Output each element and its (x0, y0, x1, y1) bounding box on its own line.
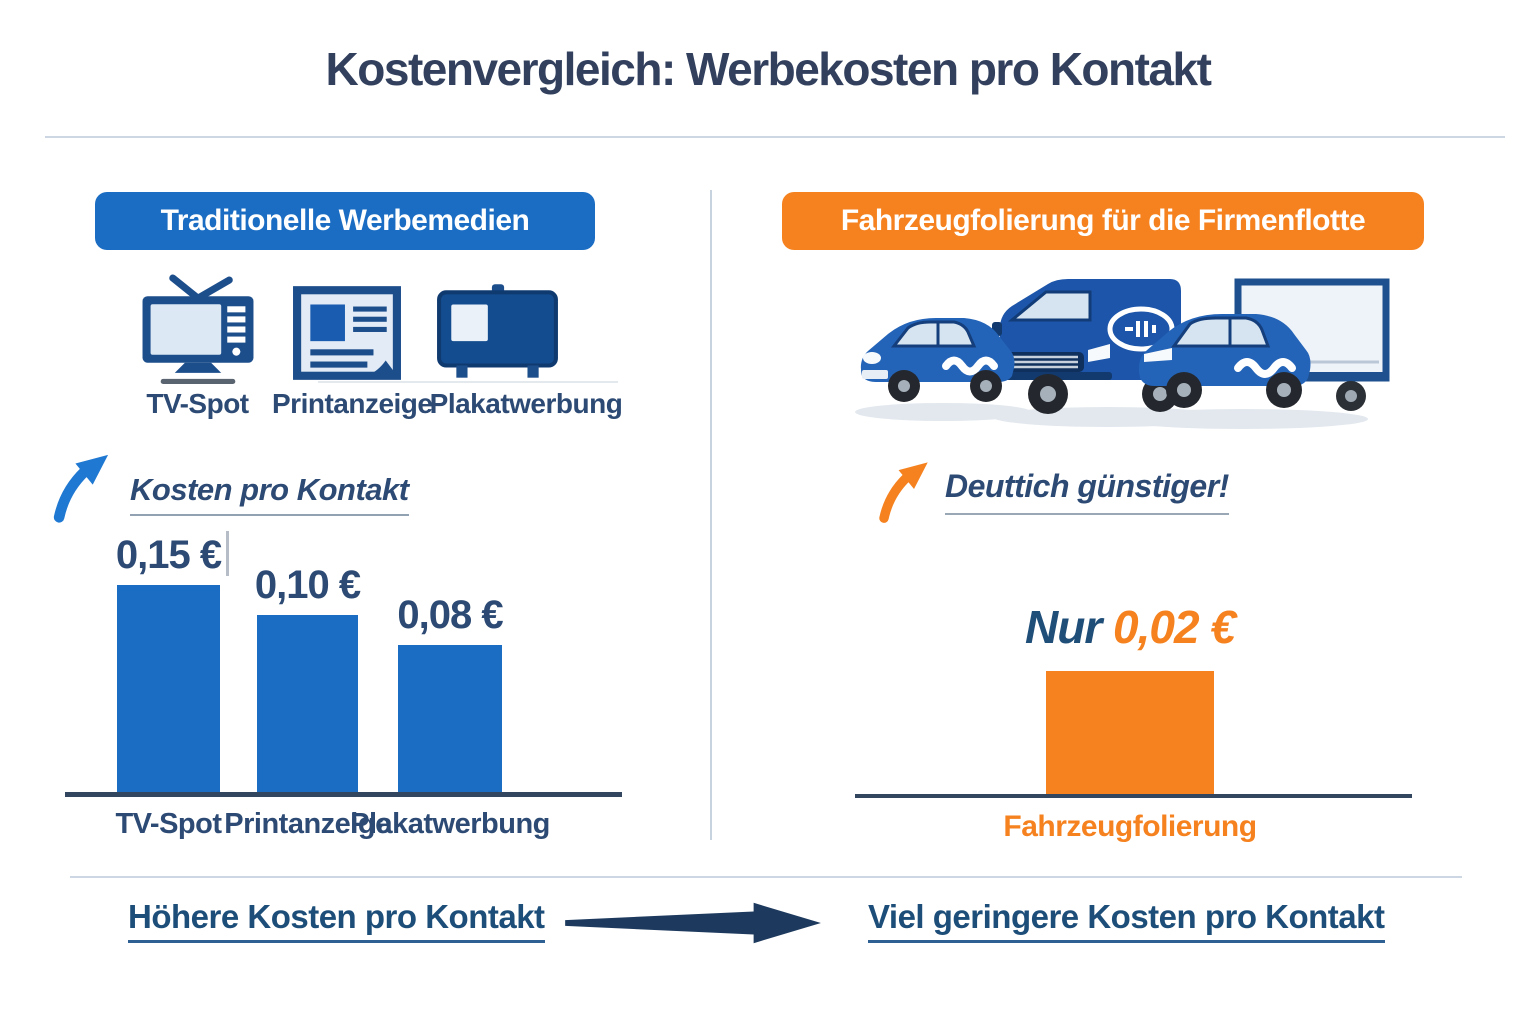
bar-category-label: Plakatwerbung (350, 808, 550, 840)
page-title: Kostenvergleich: Werbekosten pro Kontakt (325, 43, 1212, 95)
car-left (860, 318, 1015, 402)
claim-text: Deuttich günstiger! (945, 468, 1229, 515)
left-chart-baseline (65, 792, 622, 797)
bar-value-label: 0,15 € (115, 533, 222, 577)
print-ad-icon (292, 282, 402, 389)
right-panel-header: Fahrzeugfolierung für die Firmenflotte (782, 192, 1424, 250)
rising-cost-arrow-icon (52, 452, 120, 529)
panel-divider (710, 190, 712, 840)
left-chart-heading: Kosten pro Kontakt (130, 472, 409, 516)
price-value: 0,02 € (1113, 601, 1236, 653)
title-divider (45, 136, 1505, 138)
icon-row-separator (318, 381, 618, 383)
cursor-artifact (226, 531, 229, 576)
media-label-tv-spot: TV-Spot (146, 388, 249, 419)
price-line: Nur 0,02 € (930, 600, 1330, 654)
vehicle-wrap-bar-chart: Nur 0,02 € Fahrzeugfolierung (855, 560, 1415, 860)
tv-icon (132, 272, 264, 393)
billboard-icon (434, 284, 561, 389)
bar-category-label: Printanzeige (224, 808, 391, 840)
bar-printanzeige (257, 615, 358, 792)
bar-value-label: 0,08 € (397, 593, 503, 637)
right-chart-baseline (855, 794, 1412, 798)
media-label-printanzeige: Printanzeige (272, 388, 433, 419)
bar-value-label: 0,10 € (254, 563, 361, 607)
traditional-media-bar-chart: 0,15 € TV-Spot 0,10 € Printanzeige 0,08 € Pla… (65, 520, 625, 860)
right-chart-category-label: Fahrzeugfolierung (1003, 810, 1257, 843)
bar-fahrzeugfolierung (1046, 671, 1214, 794)
footer-divider (70, 876, 1462, 878)
left-panel-header: Traditionelle Werbemedien (95, 192, 595, 250)
bar-category-label: TV-Spot (115, 808, 222, 840)
price-prefix: Nur (1025, 601, 1102, 653)
bar-plakatwerbung (398, 645, 502, 792)
footer-right-label: Viel geringere Kosten pro Kontakt (868, 898, 1385, 943)
car-right (1138, 314, 1311, 408)
comparison-arrow-icon (560, 898, 828, 953)
media-label-plakatwerbung: Plakatwerbung (429, 388, 623, 419)
van (992, 279, 1181, 414)
cheaper-arrow-icon (878, 458, 938, 531)
footer-left-label: Höhere Kosten pro Kontakt (128, 898, 545, 943)
bar-tv-spot (117, 585, 220, 792)
fleet-vehicles-illustration (848, 272, 1413, 437)
